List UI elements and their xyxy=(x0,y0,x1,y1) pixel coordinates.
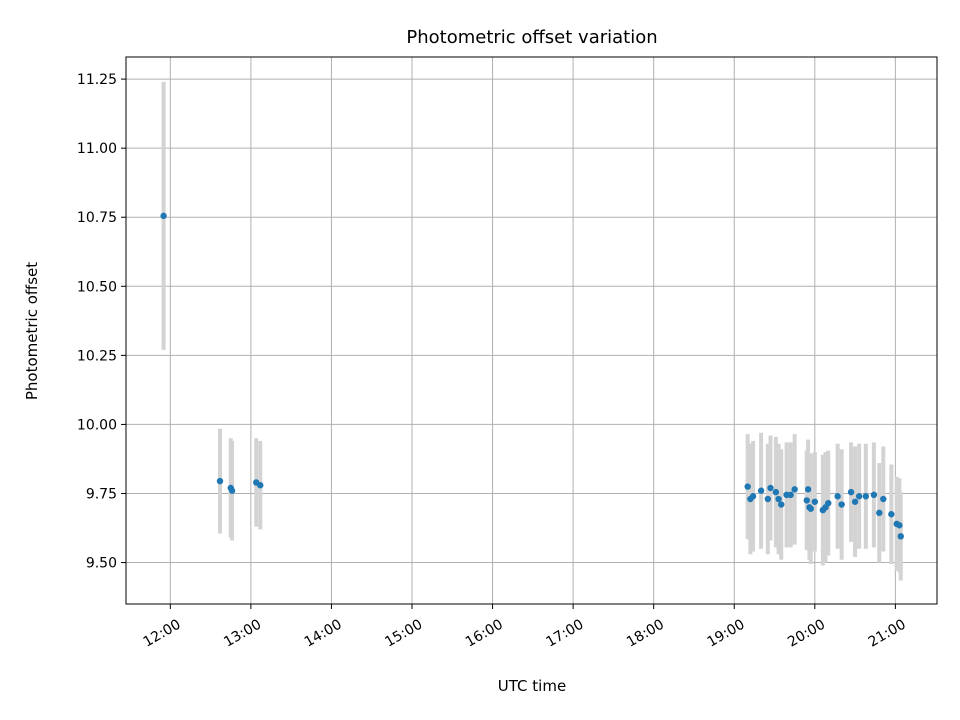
data-point xyxy=(804,486,812,493)
data-point xyxy=(749,493,757,500)
y-tick-label: 9.50 xyxy=(86,556,117,572)
x-tick-label: 17:00 xyxy=(543,617,586,651)
y-tick-label: 11.25 xyxy=(77,72,117,88)
x-tick-label: 12:00 xyxy=(141,617,184,651)
data-point xyxy=(744,483,751,490)
x-tick-label: 15:00 xyxy=(382,617,425,651)
x-tick-label: 18:00 xyxy=(624,617,667,651)
data-point xyxy=(888,511,895,518)
data-point xyxy=(803,497,810,504)
data-point xyxy=(767,484,774,492)
data-point xyxy=(160,212,167,220)
data-point xyxy=(897,533,904,540)
y-tick-label: 9.75 xyxy=(86,486,117,502)
data-point xyxy=(862,493,870,500)
data-point xyxy=(838,501,845,508)
data-point xyxy=(807,505,814,512)
x-tick-label: 13:00 xyxy=(221,617,264,651)
data-point xyxy=(775,495,782,503)
x-tick-label: 20:00 xyxy=(785,617,828,651)
data-point xyxy=(764,495,772,503)
y-tick-label: 11.00 xyxy=(77,141,117,157)
data-point xyxy=(834,493,841,500)
chart-title: Photometric offset variation xyxy=(406,27,657,48)
data-point xyxy=(787,491,794,499)
plot-area-frame xyxy=(125,56,938,605)
x-tick-label: 21:00 xyxy=(866,617,909,651)
data-point xyxy=(228,487,236,494)
y-tick-label: 10.75 xyxy=(77,210,117,226)
data-point xyxy=(896,522,903,529)
data-point xyxy=(811,498,819,505)
y-tick-label: 10.25 xyxy=(77,348,117,364)
data-point xyxy=(216,477,224,485)
data-point xyxy=(880,495,887,503)
data-point xyxy=(778,501,785,508)
error-bars xyxy=(161,81,903,581)
data-point xyxy=(870,491,878,499)
data-point xyxy=(791,486,798,493)
data-point xyxy=(876,509,883,517)
data-point xyxy=(257,482,264,489)
data-point xyxy=(825,499,832,507)
data-point xyxy=(772,488,780,496)
data-point xyxy=(851,498,859,505)
data-points xyxy=(160,212,904,540)
x-tick-label: 19:00 xyxy=(705,617,748,651)
y-axis-title: Photometric offset xyxy=(23,262,41,400)
y-tick-label: 10.50 xyxy=(77,279,117,295)
x-tick-label: 16:00 xyxy=(463,617,506,651)
x-tick-label: 14:00 xyxy=(302,617,345,651)
data-point xyxy=(757,487,765,494)
y-tick-label: 10.00 xyxy=(77,417,117,433)
x-axis-title: UTC time xyxy=(498,677,566,695)
data-point xyxy=(855,493,863,500)
data-point xyxy=(847,488,855,496)
